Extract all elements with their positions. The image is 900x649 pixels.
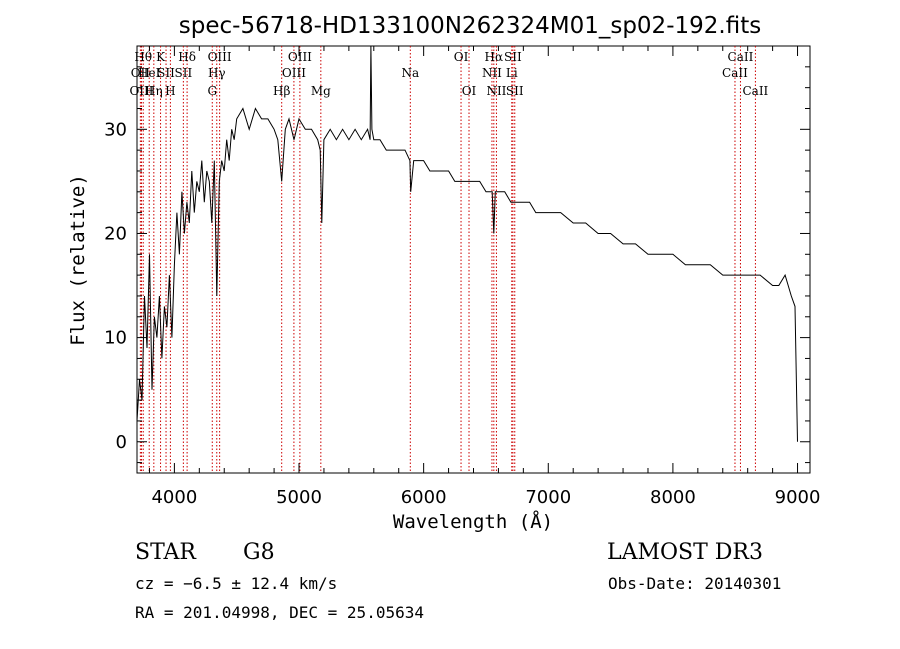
y-tick-label-30: 30 bbox=[104, 119, 127, 140]
observation-date: Obs-Date: 20140301 bbox=[608, 574, 782, 593]
spectrum-line bbox=[136, 45, 798, 442]
line-marker-label-28: CaII bbox=[742, 84, 768, 98]
x-tick-label-5000: 5000 bbox=[276, 487, 322, 508]
line-marker-label-1: OIII bbox=[129, 84, 153, 98]
object-subclass: G8 bbox=[243, 540, 275, 565]
line-marker-label-27: CaII bbox=[728, 50, 754, 64]
line-marker-label-10: G bbox=[207, 84, 217, 98]
x-tick-label-9000: 9000 bbox=[775, 487, 821, 508]
line-marker-label-21: Hα bbox=[485, 50, 504, 64]
line-marker-label-22: NII bbox=[486, 84, 506, 98]
line-markers bbox=[139, 46, 756, 473]
redshift-velocity: cz = −6.5 ± 12.4 km/s bbox=[135, 574, 338, 593]
chart-title: spec-56718-HD133100N262324M01_sp02-192.f… bbox=[179, 13, 761, 39]
survey-name: LAMOST DR3 bbox=[607, 540, 763, 565]
y-axis-label: Flux (relative) bbox=[67, 174, 89, 346]
x-tick-label-7000: 7000 bbox=[525, 487, 571, 508]
line-marker-label-11: Hγ bbox=[208, 66, 226, 80]
y-tick-label-20: 20 bbox=[104, 223, 127, 244]
x-axis-ticks: 4000 5000 6000 7000 8000 9000 bbox=[148, 46, 821, 508]
line-marker-label-16: Mg bbox=[311, 84, 331, 98]
line-marker-label-15: OIII bbox=[288, 50, 312, 64]
line-marker-label-7: H bbox=[165, 84, 175, 98]
line-marker-label-14: OIII bbox=[282, 66, 306, 80]
line-marker-label-26: CaII bbox=[722, 66, 748, 80]
object-class: STAR bbox=[135, 540, 196, 565]
line-marker-label-25: SII bbox=[506, 84, 524, 98]
line-marker-label-18: OI bbox=[454, 50, 469, 64]
x-tick-label-6000: 6000 bbox=[401, 487, 447, 508]
y-axis-ticks: 0 10 20 30 bbox=[104, 45, 810, 464]
line-marker-label-3: HeI bbox=[138, 66, 161, 80]
line-marker-label-12: OIII bbox=[208, 50, 232, 64]
x-tick-label-4000: 4000 bbox=[151, 487, 197, 508]
line-marker-labels: OIIOIIIHθHeIHηKSIIHSIIHδGHγOIIIHβOIIIOII… bbox=[129, 50, 768, 98]
line-marker-label-24: SII bbox=[504, 50, 522, 64]
line-marker-label-6: SII bbox=[157, 66, 175, 80]
line-marker-label-4: Hη bbox=[145, 84, 163, 98]
line-marker-label-8: SII bbox=[175, 66, 193, 80]
line-marker-label-9: Hδ bbox=[178, 50, 196, 64]
line-marker-label-2: Hθ bbox=[134, 50, 152, 64]
line-marker-label-23: Li bbox=[506, 66, 518, 80]
line-marker-label-20: NII bbox=[482, 66, 502, 80]
line-marker-label-17: Na bbox=[401, 66, 419, 80]
line-marker-label-19: OI bbox=[462, 84, 477, 98]
plot-frame bbox=[136, 45, 811, 474]
x-tick-label-8000: 8000 bbox=[650, 487, 696, 508]
y-tick-label-10: 10 bbox=[104, 328, 127, 349]
coordinates: RA = 201.04998, DEC = 25.05634 bbox=[135, 603, 424, 622]
y-tick-label-0: 0 bbox=[116, 432, 127, 453]
line-marker-label-13: Hβ bbox=[273, 84, 290, 98]
x-axis-label: Wavelength (Å) bbox=[393, 510, 553, 533]
line-marker-label-0: OII bbox=[131, 66, 151, 80]
line-marker-label-5: K bbox=[156, 50, 166, 64]
